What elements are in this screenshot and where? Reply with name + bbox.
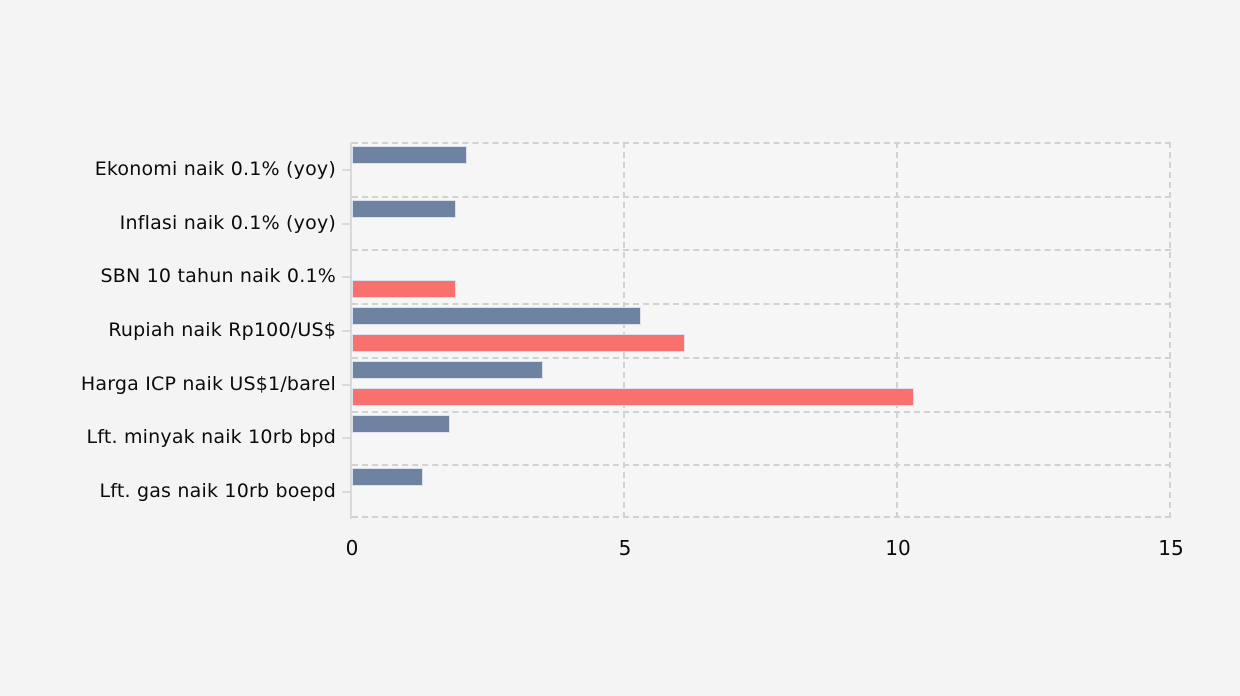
gridline-horizontal (352, 195, 1171, 198)
category-band (352, 249, 1171, 303)
category-label: Harga ICP naik US$1/barel (80, 372, 336, 395)
gridline-horizontal (352, 249, 1171, 252)
x-tick-label: 15 (1158, 536, 1184, 560)
bar-blue-series (352, 414, 451, 433)
category-label: Lft. gas naik 10rb boepd (99, 480, 336, 503)
x-tick-label: 0 (345, 536, 359, 560)
y-tick-mark (342, 330, 352, 332)
gridline-horizontal (352, 303, 1171, 306)
x-tick-label: 5 (618, 536, 632, 560)
y-tick-mark (342, 276, 352, 279)
gridline-vertical (1169, 142, 1171, 518)
category-band (352, 142, 1171, 196)
gridline-vertical (895, 142, 898, 518)
y-tick-mark (342, 383, 352, 386)
gridline-horizontal (352, 516, 1171, 518)
bar-blue-series (352, 146, 467, 164)
y-tick-mark (342, 491, 352, 494)
gridline-horizontal (352, 142, 1171, 144)
category-label: Inflasi naik 0.1% (yoy) (119, 211, 336, 234)
category-band (352, 357, 1171, 411)
x-tick-label: 10 (885, 536, 911, 560)
category-label: Lft. minyak naik 10rb bpd (86, 426, 336, 449)
bar-blue-series (352, 360, 544, 379)
category-band (352, 464, 1171, 518)
bar-red-series (352, 334, 686, 353)
gridline-vertical (622, 142, 625, 518)
gridline-horizontal (352, 410, 1171, 413)
category-band (352, 303, 1171, 357)
y-tick-mark (342, 168, 352, 171)
category-band (352, 196, 1171, 250)
category-label: Rupiah naik Rp100/US$ (108, 318, 336, 341)
plot-area (352, 142, 1171, 518)
y-tick-mark (342, 222, 352, 225)
category-label: SBN 10 tahun naik 0.1% (100, 265, 336, 288)
bar-blue-series (352, 468, 423, 487)
bar-red-series (352, 387, 915, 406)
bar-blue-series (352, 199, 456, 218)
category-band (352, 411, 1171, 465)
bar-blue-series (352, 307, 642, 326)
y-tick-mark (342, 437, 352, 440)
gridline-horizontal (352, 356, 1171, 359)
bar-red-series (352, 280, 456, 299)
gridline-horizontal (352, 464, 1171, 467)
category-label: Ekonomi naik 0.1% (yoy) (94, 157, 336, 180)
